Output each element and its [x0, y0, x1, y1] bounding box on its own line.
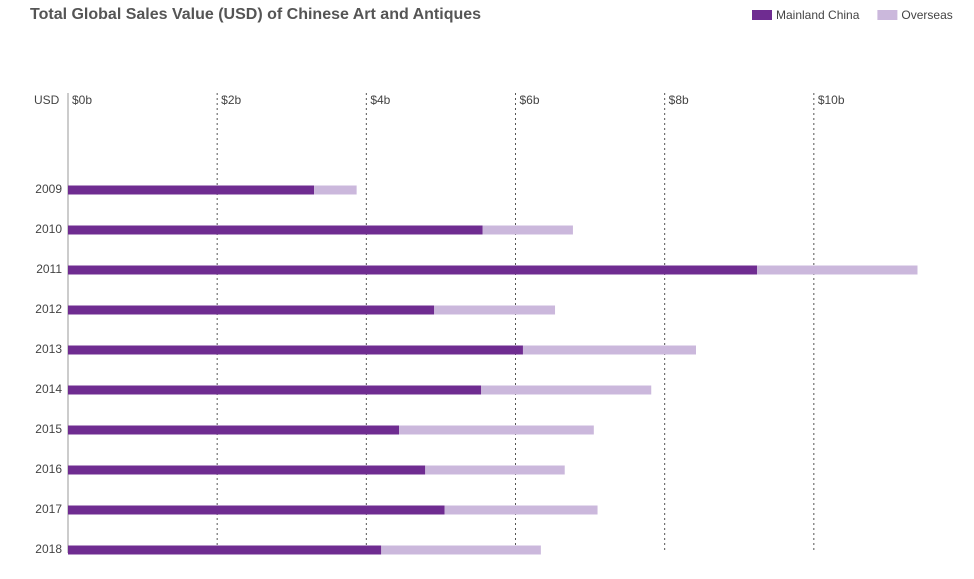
bar-segment: [68, 465, 426, 475]
bar-segment: [68, 305, 435, 315]
bar-segment: [522, 345, 696, 355]
x-tick-label: $6b: [520, 93, 540, 107]
bar-segment: [68, 385, 482, 395]
chart-title: Total Global Sales Value (USD) of Chines…: [30, 6, 481, 23]
y-tick-label: 2017: [35, 502, 62, 516]
bar-segment: [68, 225, 483, 235]
bar-segment: [481, 385, 652, 395]
y-tick-label: 2011: [36, 262, 62, 276]
x-tick-label: $10b: [818, 93, 845, 107]
y-tick-label: 2018: [35, 542, 62, 556]
bar-segment: [444, 505, 598, 515]
x-tick-label: $8b: [669, 93, 689, 107]
y-tick-label: 2015: [35, 422, 62, 436]
y-tick-label: 2016: [35, 462, 62, 476]
bar-segment: [381, 545, 541, 555]
legend-swatch: [752, 10, 772, 20]
bar-segment: [68, 185, 315, 195]
unit-label: USD: [34, 93, 60, 107]
bar-segment: [68, 505, 445, 515]
bar-segment: [68, 265, 758, 275]
y-tick-label: 2009: [35, 182, 62, 196]
legend-label: Overseas: [901, 8, 952, 22]
legend-swatch: [877, 10, 898, 20]
y-tick-label: 2010: [35, 222, 62, 236]
y-tick-label: 2012: [35, 302, 62, 316]
x-tick-label: $4b: [370, 93, 390, 107]
x-tick-label: $0b: [72, 93, 92, 107]
bar-segment: [425, 465, 565, 475]
bar-segment: [482, 225, 573, 235]
x-tick-label: $2b: [221, 93, 241, 107]
bar-segment: [314, 185, 357, 195]
bar-segment: [68, 345, 523, 355]
y-tick-label: 2014: [35, 382, 62, 396]
bar-segment: [757, 265, 918, 275]
bar-segment: [68, 545, 382, 555]
bar-segment: [434, 305, 556, 315]
y-tick-label: 2013: [35, 342, 62, 356]
bar-segment: [399, 425, 594, 435]
bar-segment: [68, 425, 400, 435]
legend-label: Mainland China: [776, 8, 860, 22]
